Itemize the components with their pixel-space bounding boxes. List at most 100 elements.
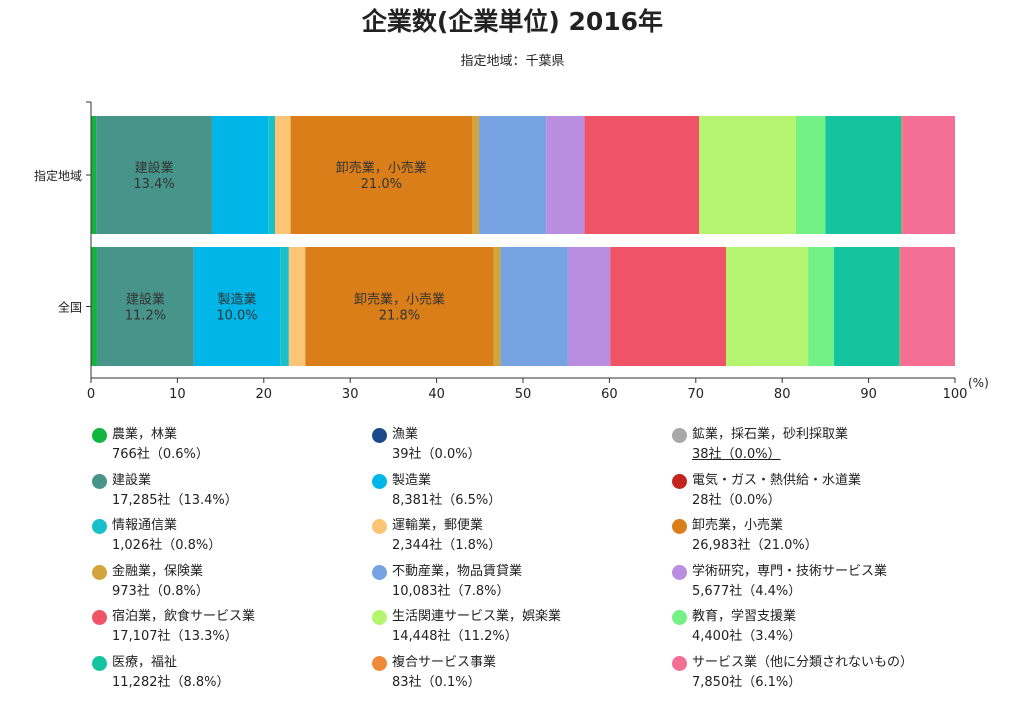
legend-swatch-icon bbox=[372, 428, 387, 443]
bar-segment[interactable] bbox=[96, 116, 212, 234]
segment-label-name: 製造業 bbox=[218, 292, 257, 308]
legend-label: 複合サービス事業 bbox=[392, 655, 497, 670]
legend-value: 1,026社（0.8%） bbox=[112, 538, 222, 554]
legend-value: 7,850社（6.1%） bbox=[692, 675, 802, 690]
legend-label: 金融業，保険業 bbox=[112, 563, 204, 579]
chart-subtitle: 指定地域：千葉県 bbox=[460, 54, 565, 69]
bar-segment[interactable] bbox=[280, 247, 289, 366]
legend-swatch-icon bbox=[372, 656, 387, 671]
legend-value: 10,083社（7.8%） bbox=[392, 583, 510, 599]
bar-segment[interactable] bbox=[825, 116, 902, 234]
legend-label: 農業，林業 bbox=[112, 427, 178, 442]
bar-segment[interactable] bbox=[808, 247, 835, 366]
x-tick-label: 40 bbox=[428, 387, 445, 402]
bar-segment[interactable] bbox=[305, 247, 494, 366]
legend-item[interactable]: 漁業 39社（0.0%） bbox=[372, 425, 481, 465]
legend-label: 学術研究，専門・技術サービス業 bbox=[692, 563, 888, 579]
legend-swatch-icon bbox=[92, 564, 107, 580]
segment-label-value: 21.0% bbox=[361, 177, 402, 192]
bar-segment[interactable] bbox=[834, 247, 900, 366]
bar-segment[interactable] bbox=[546, 116, 585, 234]
legend-swatch-icon bbox=[672, 473, 687, 489]
legend-value: 28社（0.0%） bbox=[692, 492, 781, 508]
y-tick-label: 全国 bbox=[58, 300, 82, 315]
legend-label: 情報通信業 bbox=[112, 518, 178, 534]
x-axis-unit: (%) bbox=[968, 376, 989, 390]
bar-segment[interactable] bbox=[500, 247, 568, 366]
legend-swatch-icon bbox=[92, 473, 107, 489]
legend-item[interactable]: 鉱業，採石業，砂利採取業 38社（0.0%） bbox=[672, 425, 848, 465]
legend-swatch-icon bbox=[672, 656, 687, 671]
legend-swatch-icon bbox=[672, 610, 687, 626]
bar-segment[interactable] bbox=[275, 116, 291, 234]
legend-item[interactable]: 生活関連サービス業，娯楽業 14,448社（11.2%） bbox=[372, 607, 561, 647]
bar-segment[interactable] bbox=[472, 116, 479, 234]
legend-value: 26,983社（21.0%） bbox=[692, 538, 818, 554]
legend-swatch-icon bbox=[672, 564, 687, 580]
bar-segment[interactable] bbox=[901, 116, 903, 234]
legend-item[interactable]: 不動産業，物品賃貸業 10,083社（7.8%） bbox=[372, 562, 522, 602]
legend-item[interactable]: サービス業（他に分類されないもの） 7,850社（6.1%） bbox=[672, 653, 913, 693]
legend-value: 5,677社（4.4%） bbox=[692, 583, 802, 599]
bar-segment[interactable] bbox=[610, 247, 727, 366]
x-tick-label: 100 bbox=[943, 387, 968, 402]
legend-value: 39社（0.0%） bbox=[392, 447, 481, 462]
legend-item[interactable]: 建設業 17,285社（13.4%） bbox=[92, 471, 238, 511]
legend-label: 建設業 bbox=[112, 472, 152, 488]
legend-swatch-icon bbox=[672, 519, 687, 535]
bar-segment[interactable] bbox=[91, 247, 98, 366]
segment-label-name: 建設業 bbox=[135, 160, 174, 176]
legend-value: 766社（0.6%） bbox=[112, 447, 209, 462]
legend-item[interactable]: 情報通信業 1,026社（0.8%） bbox=[92, 516, 221, 556]
bar-segment[interactable] bbox=[268, 116, 276, 234]
legend-value: 8,381社（6.5%） bbox=[392, 492, 502, 508]
bar-segment[interactable] bbox=[726, 247, 809, 366]
legend-label: サービス業（他に分類されないもの） bbox=[692, 655, 914, 670]
segment-label-value: 10.0% bbox=[216, 309, 257, 324]
legend-label: 教育，学習支援業 bbox=[692, 609, 797, 625]
legend-item[interactable]: 教育，学習支援業 4,400社（3.4%） bbox=[672, 607, 801, 647]
legend-swatch-icon bbox=[92, 519, 107, 535]
legend-item[interactable]: 電気・ガス・熱供給・水道業 28社（0.0%） bbox=[672, 471, 861, 511]
bar-segment[interactable] bbox=[584, 116, 700, 234]
legend-swatch-icon bbox=[372, 519, 387, 535]
bar-segment[interactable] bbox=[290, 116, 473, 234]
legend-swatch-icon bbox=[372, 473, 387, 489]
y-tick-label: 指定地域 bbox=[34, 168, 82, 183]
bar-segment[interactable] bbox=[97, 247, 194, 366]
legend-item[interactable]: 農業，林業 766社（0.6%） bbox=[92, 425, 209, 465]
bar-segment[interactable] bbox=[900, 247, 955, 366]
bar-segment[interactable] bbox=[902, 116, 955, 234]
bar-segment[interactable] bbox=[796, 116, 826, 234]
x-tick-label: 90 bbox=[860, 387, 877, 402]
stacked-bar-chart: 建設業13.4%卸売業，小売業21.0%指定地域建設業11.2%製造業10.0%… bbox=[34, 101, 989, 402]
legend-value: 17,285社（13.4%） bbox=[112, 492, 238, 508]
legend-value: 11,282社（8.8%） bbox=[112, 675, 230, 690]
bar-segment[interactable] bbox=[699, 116, 797, 234]
bar-segment[interactable] bbox=[91, 116, 97, 234]
x-tick-label: 20 bbox=[256, 387, 273, 402]
bar-segment[interactable] bbox=[493, 247, 501, 366]
legend-item[interactable]: 宿泊業，飲食サービス業 17,107社（13.3%） bbox=[92, 607, 255, 647]
bar-segment[interactable] bbox=[567, 247, 611, 366]
legend-item[interactable]: 金融業，保険業 973社（0.8%） bbox=[92, 562, 209, 602]
x-tick-label: 60 bbox=[601, 387, 618, 402]
bar-segment[interactable] bbox=[478, 116, 547, 234]
bar-segment[interactable] bbox=[899, 247, 901, 366]
legend-item[interactable]: 製造業 8,381社（6.5%） bbox=[372, 471, 501, 511]
segment-label-value: 21.8% bbox=[379, 309, 420, 324]
bar-segment[interactable] bbox=[288, 247, 306, 366]
legend-item[interactable]: 複合サービス事業 83社（0.1%） bbox=[372, 653, 496, 693]
legend-label: 製造業 bbox=[392, 472, 432, 488]
legend-item[interactable]: 運輸業，郵便業 2,344社（1.8%） bbox=[372, 516, 501, 556]
segment-label-name: 卸売業，小売業 bbox=[336, 160, 427, 176]
legend-item[interactable]: 学術研究，専門・技術サービス業 5,677社（4.4%） bbox=[672, 562, 887, 602]
bar-segment[interactable] bbox=[211, 116, 269, 234]
legend-label: 医療，福祉 bbox=[112, 655, 178, 670]
x-tick-label: 10 bbox=[169, 387, 186, 402]
legend-swatch-icon bbox=[672, 428, 687, 443]
legend-item[interactable]: 卸売業，小売業 26,983社（21.0%） bbox=[672, 516, 818, 556]
legend-item[interactable]: 医療，福祉 11,282社（8.8%） bbox=[92, 653, 230, 693]
legend-label: 生活関連サービス業，娯楽業 bbox=[392, 609, 562, 625]
bar-segment[interactable] bbox=[193, 247, 281, 366]
